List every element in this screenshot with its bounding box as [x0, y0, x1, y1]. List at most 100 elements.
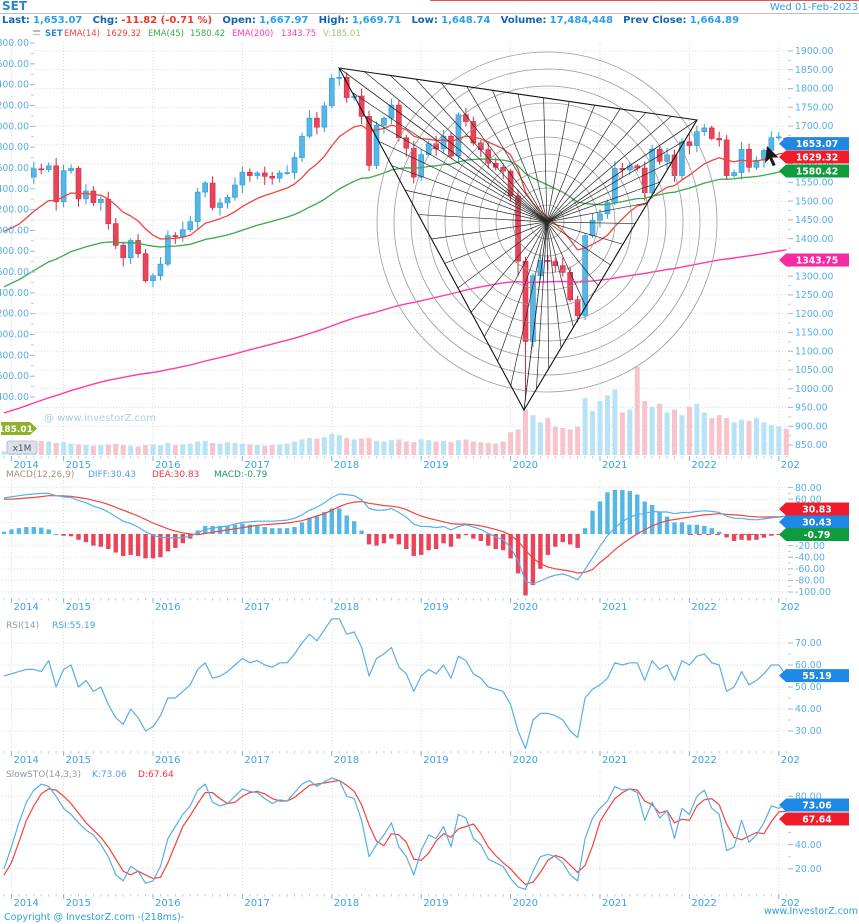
svg-text:1750.00: 1750.00	[795, 102, 834, 113]
footer-copyright: Copyright @ InvestorZ.com -(218ms)-	[4, 912, 184, 923]
svg-text:x1M: x1M	[13, 444, 32, 454]
sto-d-value: D:67.64	[138, 770, 174, 780]
svg-text:2018: 2018	[334, 755, 359, 766]
prevclose-value: 1,664.89	[689, 15, 740, 26]
indicator-panels	[1, 489, 789, 891]
svg-text:2016: 2016	[155, 898, 180, 909]
footer-site-link[interactable]: www.InvestorZ.com	[764, 906, 858, 917]
svg-text:30.83: 30.83	[802, 504, 831, 515]
legend-series: SET	[45, 29, 63, 39]
tag-macd-hist: -0.79	[779, 528, 849, 541]
macd-dea-value: DEA:30.83	[152, 470, 199, 480]
chg-value: -11.82 (-0.71 %)	[121, 15, 213, 26]
svg-text:50.00: 50.00	[795, 682, 822, 693]
legend-ema14-value: 1629.32	[106, 29, 141, 39]
open-label: Open:	[222, 15, 256, 26]
svg-text:2020: 2020	[513, 460, 538, 471]
legend-ema200-value: 1343.75	[281, 29, 316, 39]
svg-text:2018: 2018	[334, 602, 359, 613]
tag-ema45: 1580.42	[779, 164, 849, 178]
svg-text:1200.00: 1200.00	[0, 309, 29, 320]
svg-text:1800.00: 1800.00	[795, 84, 834, 95]
svg-text:2014: 2014	[13, 602, 38, 613]
svg-text:2018: 2018	[334, 460, 359, 471]
svg-text:2000.00: 2000.00	[0, 225, 29, 236]
svg-text:2015: 2015	[66, 755, 91, 766]
svg-text:2017: 2017	[244, 755, 269, 766]
svg-text:1450.00: 1450.00	[795, 215, 834, 226]
header: SET Wed 01-Feb-2023 Last: 1,653.07 Chg: …	[0, 0, 859, 26]
overlay-legend: SET EMA(14) 1629.32 EMA(45) 1580.42 EMA(…	[33, 29, 361, 39]
tag-volume: 185.01	[0, 422, 37, 435]
svg-text:2020: 2020	[513, 602, 538, 613]
svg-text:30.00: 30.00	[795, 726, 822, 737]
tag-ema200: 1343.75	[779, 253, 849, 267]
tag-macd-dea: 30.83	[779, 502, 849, 516]
price-tags: 1653.07 1629.32 1580.42 1343.75 30.83 30.43 -0…	[0, 137, 849, 826]
svg-text:2200.00: 2200.00	[0, 205, 29, 216]
grid-layer	[2, 42, 788, 892]
title-row: SET Wed 01-Feb-2023	[0, 0, 859, 14]
sto-k-value: K:73.06	[92, 770, 127, 780]
svg-text:600.00: 600.00	[0, 371, 29, 382]
tag-rsi: 55.19	[779, 669, 849, 683]
sto-params-label: SlowSTO(14,3,3)	[6, 770, 81, 780]
svg-text:-100.00: -100.00	[795, 587, 831, 598]
svg-text:202: 202	[781, 602, 800, 613]
svg-text:2015: 2015	[66, 898, 91, 909]
svg-text:2019: 2019	[423, 898, 448, 909]
svg-text:1500.00: 1500.00	[795, 196, 834, 207]
mouse-cursor-icon	[765, 146, 779, 167]
svg-text:2014: 2014	[13, 755, 38, 766]
quote-row: Last: 1,653.07 Chg: -11.82 (-0.71 %) Ope…	[0, 14, 859, 26]
svg-text:1300.00: 1300.00	[795, 271, 834, 282]
ema-lines	[3, 124, 787, 414]
svg-text:2400.00: 2400.00	[0, 184, 29, 195]
rsi-legend: RSI(14) RSI:55.19	[6, 621, 96, 631]
svg-text:2017: 2017	[244, 898, 269, 909]
svg-text:80.00: 80.00	[795, 483, 822, 494]
svg-text:2017: 2017	[244, 460, 269, 471]
svg-text:-80.00: -80.00	[795, 576, 825, 587]
rsi-value-label: RSI:55.19	[52, 621, 96, 631]
tag-last-price: 1653.07	[779, 137, 849, 151]
volume-label: Volume:	[500, 15, 547, 26]
sto-legend: SlowSTO(14,3,3) K:73.06 D:67.64	[6, 770, 174, 780]
candlesticks	[30, 69, 790, 401]
legend-ema200-label: EMA(200)	[232, 29, 273, 39]
svg-text:1050.00: 1050.00	[795, 365, 834, 376]
rsi-params-label: RSI(14)	[6, 621, 39, 631]
svg-text:2022: 2022	[691, 460, 716, 471]
svg-text:-20.00: -20.00	[795, 541, 825, 552]
svg-text:2018: 2018	[334, 898, 359, 909]
svg-text:2016: 2016	[155, 460, 180, 471]
svg-text:20.00: 20.00	[795, 864, 822, 875]
tag-sto-d: 67.64	[779, 812, 849, 826]
open-value: 1,667.97	[259, 15, 309, 26]
chg-label: Chg:	[92, 15, 119, 26]
svg-text:1600.00: 1600.00	[795, 159, 834, 170]
svg-text:1550.00: 1550.00	[795, 178, 834, 189]
svg-text:1850.00: 1850.00	[795, 65, 834, 76]
gann-web-overlay[interactable]	[337, 51, 718, 412]
macd-legend: MACD(12,26,9) DIFF:30.43 DEA:30.83 MACD:…	[6, 470, 268, 480]
tag-sto-k: 73.06	[779, 798, 849, 812]
svg-text:2016: 2016	[155, 755, 180, 766]
last-value: 1,653.07	[33, 15, 83, 26]
svg-text:185.01: 185.01	[0, 425, 33, 435]
svg-text:3000.00: 3000.00	[0, 121, 29, 132]
svg-text:2016: 2016	[155, 602, 180, 613]
volume-unit-tag: x1M	[6, 440, 38, 455]
tag-ema14: 1629.32	[779, 150, 849, 164]
svg-text:2017: 2017	[244, 602, 269, 613]
legend-ema45-value: 1580.42	[190, 29, 225, 39]
svg-text:2019: 2019	[423, 755, 448, 766]
svg-text:2014: 2014	[13, 898, 38, 909]
svg-text:2015: 2015	[66, 460, 91, 471]
legend-ema14-label: EMA(14)	[64, 29, 100, 39]
svg-text:1343.75: 1343.75	[796, 255, 838, 266]
svg-text:2019: 2019	[423, 602, 448, 613]
svg-text:1400.00: 1400.00	[0, 288, 29, 299]
svg-text:-60.00: -60.00	[795, 564, 825, 575]
